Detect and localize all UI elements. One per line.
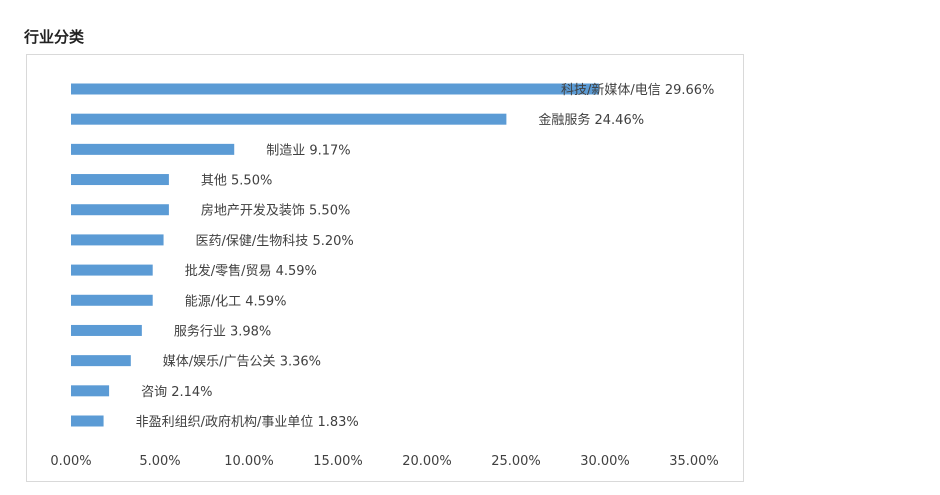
bar-data-label-4: 房地产开发及装饰 5.50%: [201, 203, 350, 219]
bar-data-label-3: 其他 5.50%: [201, 174, 272, 189]
bar-data-label-1: 金融服务 24.46%: [538, 112, 644, 128]
x-tick-label-5: 25.00%: [491, 454, 541, 469]
bar-11: [71, 415, 104, 427]
x-tick-label-7: 35.00%: [669, 454, 719, 469]
bar-data-label-2: 制造业 9.17%: [266, 143, 350, 158]
page-heading: 行业分类: [24, 28, 85, 46]
bar-1: [71, 113, 507, 125]
bar-9: [71, 355, 131, 367]
bar-2: [71, 143, 235, 155]
x-tick-label-0: 0.00%: [50, 454, 91, 469]
bar-data-label-5: 医药/保健/生物科技 5.20%: [196, 234, 354, 249]
x-tick-label-1: 5.00%: [139, 454, 180, 469]
x-tick-label-3: 15.00%: [313, 454, 363, 469]
bar-5: [71, 234, 164, 246]
bar-data-label-10: 咨询 2.14%: [141, 385, 212, 400]
bar-4: [71, 204, 169, 216]
bar-data-label-7: 能源/化工 4.59%: [185, 294, 287, 309]
bar-10: [71, 385, 110, 397]
bar-data-label-6: 批发/零售/贸易 4.59%: [185, 263, 317, 279]
x-tick-label-6: 30.00%: [580, 454, 630, 469]
bar-3: [71, 174, 169, 186]
x-tick-label-4: 20.00%: [402, 454, 452, 469]
x-tick-label-2: 10.00%: [224, 454, 274, 469]
bar-7: [71, 294, 153, 306]
bar-data-label-11: 非盈利组织/政府机构/事业单位 1.83%: [136, 415, 359, 430]
bar-6: [71, 264, 153, 276]
bar-8: [71, 324, 142, 336]
bar-data-label-9: 媒体/娱乐/广告公关 3.36%: [163, 355, 321, 370]
bar-0: [71, 83, 599, 95]
bar-data-label-8: 服务行业 3.98%: [174, 323, 271, 339]
bar-data-label-0: 科技/新媒体/电信 29.66%: [561, 82, 714, 98]
